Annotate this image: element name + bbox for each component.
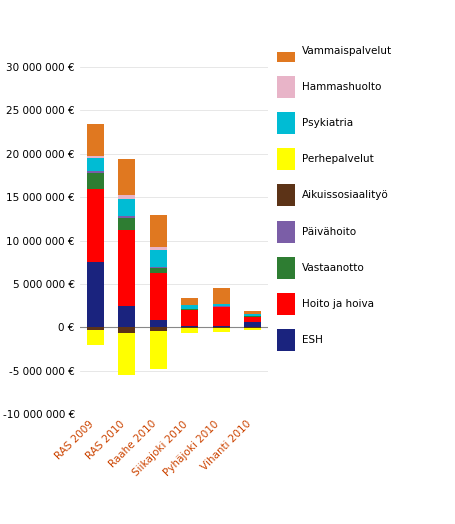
Bar bbox=[212, 304, 230, 306]
Bar bbox=[181, 328, 198, 333]
Bar bbox=[118, 333, 136, 375]
Text: ESH: ESH bbox=[302, 335, 323, 345]
Bar bbox=[118, 305, 136, 328]
Bar bbox=[150, 328, 167, 331]
Text: Päivähoito: Päivähoito bbox=[302, 226, 356, 237]
Bar bbox=[212, 326, 230, 328]
Bar bbox=[244, 317, 261, 322]
Bar bbox=[277, 221, 295, 243]
Bar bbox=[181, 298, 198, 304]
Bar bbox=[87, 330, 104, 345]
Bar bbox=[87, 171, 104, 173]
Bar bbox=[87, 173, 104, 189]
Bar bbox=[244, 328, 261, 330]
Bar bbox=[212, 328, 230, 332]
Bar bbox=[277, 40, 295, 62]
Bar bbox=[212, 289, 230, 304]
Bar bbox=[277, 184, 295, 206]
Bar bbox=[118, 328, 136, 333]
Text: Vastaanotto: Vastaanotto bbox=[302, 263, 365, 273]
Bar bbox=[181, 305, 198, 309]
Bar bbox=[277, 112, 295, 134]
Bar bbox=[181, 304, 198, 305]
Bar bbox=[118, 230, 136, 305]
Bar bbox=[277, 148, 295, 170]
Bar bbox=[277, 293, 295, 315]
Bar bbox=[118, 199, 136, 216]
Bar bbox=[118, 216, 136, 218]
Bar bbox=[87, 124, 104, 156]
Bar bbox=[87, 189, 104, 262]
Text: Hammashuolto: Hammashuolto bbox=[302, 82, 381, 92]
Text: Hoito ja hoiva: Hoito ja hoiva bbox=[302, 299, 374, 309]
Bar bbox=[118, 195, 136, 199]
Bar bbox=[244, 316, 261, 317]
Bar bbox=[277, 76, 295, 98]
Bar bbox=[150, 247, 167, 250]
Bar bbox=[118, 159, 136, 195]
Bar bbox=[150, 272, 167, 320]
Text: Psykiatria: Psykiatria bbox=[302, 118, 353, 128]
Bar bbox=[87, 156, 104, 158]
Bar bbox=[244, 322, 261, 328]
Bar bbox=[277, 329, 295, 351]
Bar bbox=[118, 218, 136, 230]
Text: Perhepalvelut: Perhepalvelut bbox=[302, 154, 374, 165]
Text: Vammaispalvelut: Vammaispalvelut bbox=[302, 46, 392, 56]
Bar bbox=[87, 328, 104, 330]
Bar bbox=[277, 257, 295, 279]
Bar bbox=[181, 309, 198, 310]
Bar bbox=[87, 158, 104, 171]
Bar bbox=[150, 267, 167, 268]
Bar bbox=[181, 326, 198, 328]
Bar bbox=[150, 268, 167, 272]
Bar bbox=[244, 311, 261, 314]
Bar bbox=[244, 314, 261, 316]
Bar bbox=[150, 320, 167, 328]
Bar bbox=[87, 262, 104, 328]
Bar bbox=[150, 250, 167, 267]
Bar bbox=[150, 331, 167, 369]
Bar bbox=[212, 307, 230, 326]
Text: Aikuissosiaalityö: Aikuissosiaalityö bbox=[302, 190, 389, 201]
Bar bbox=[150, 215, 167, 247]
Bar bbox=[181, 310, 198, 326]
Text: OPTIMOINTIVARA: OPTIMOINTIVARA bbox=[140, 13, 315, 31]
